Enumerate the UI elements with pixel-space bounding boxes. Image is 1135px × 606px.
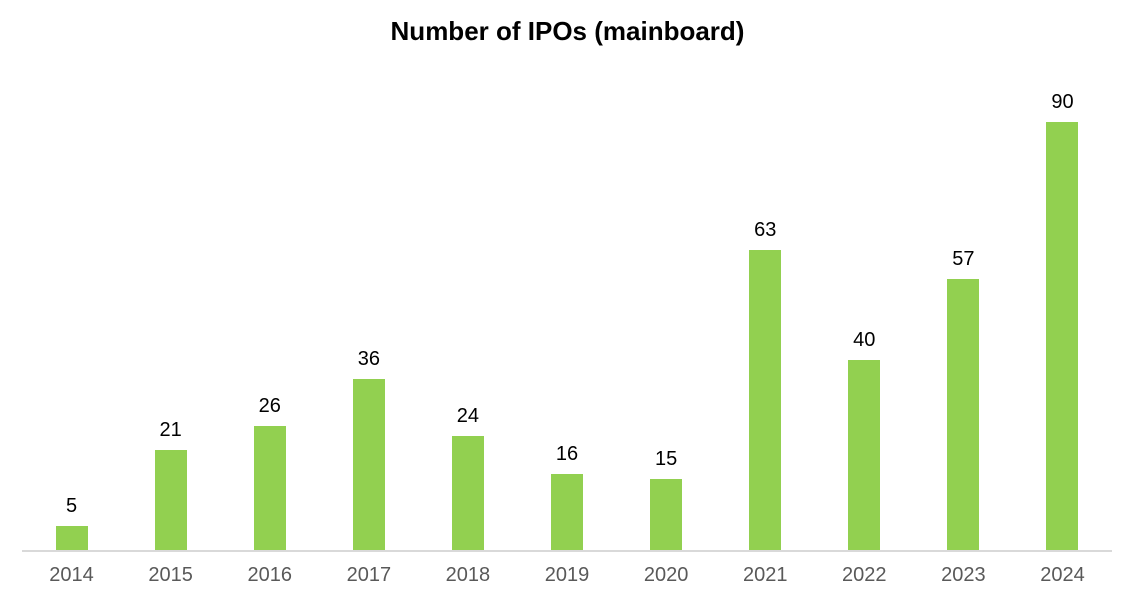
bar-column-2018: 24 [418,0,517,550]
bar-2022 [848,360,881,550]
bar-column-2022: 40 [815,0,914,550]
bar-column-2015: 21 [121,0,220,550]
x-tick-label-2018: 2018 [445,564,491,586]
bar-2018 [451,436,484,550]
bar-2020 [650,479,683,550]
bar-column-2020: 15 [617,0,716,550]
bar-value-label: 26 [258,395,281,417]
bar-value-label: 40 [853,329,876,351]
bar-value-label: 5 [65,495,78,517]
bar-value-label: 16 [555,443,579,465]
bar-column-2014: 5 [22,0,121,550]
bar-2021 [749,250,782,550]
bar-column-2023: 57 [914,0,1013,550]
x-axis-tick-labels: 2014 2015 2016 2017 2018 2019 2020 2021 2022 2023… [22,562,1112,588]
bar-value-label: 63 [754,219,777,241]
bar-2014 [55,526,88,550]
bar-column-2024: 90 [1013,0,1112,550]
bar-column-2021: 63 [716,0,815,550]
bar-2017 [352,379,385,550]
chart-title: Number of IPOs (mainboard) [390,16,745,46]
x-tick-label-2020: 2020 [643,564,689,586]
bar-value-label: 36 [357,348,380,370]
bar-2024 [1046,122,1079,550]
x-tick-label-2023: 2023 [941,564,986,586]
x-tick-label-2014: 2014 [49,564,94,586]
x-tick-label-2021: 2021 [742,564,788,586]
bar-value-label: 15 [654,448,678,470]
bar-2019 [551,474,584,550]
x-tick-label-2016: 2016 [247,564,292,586]
bar-2023 [947,279,980,550]
bar-2016 [253,426,286,550]
bar-2015 [154,450,187,550]
x-tick-label-2019: 2019 [544,564,590,586]
x-tick-label-2017: 2017 [346,564,392,586]
x-tick-label-2024: 2024 [1040,564,1085,586]
x-tick-label-2022: 2022 [842,564,887,586]
x-tick-label-2015: 2015 [148,564,193,586]
x-axis-line [22,550,1112,552]
bar-column-2019: 16 [517,0,616,550]
bar-column-2016: 26 [220,0,319,550]
bar-value-label: 57 [952,248,975,270]
bar-value-label: 90 [1051,91,1074,113]
plot-area: 5 21 26 36 24 16 15 63 40 57 90 [22,0,1112,550]
bar-column-2017: 36 [319,0,418,550]
bar-value-label: 24 [456,405,480,427]
bar-value-label: 21 [159,419,182,441]
